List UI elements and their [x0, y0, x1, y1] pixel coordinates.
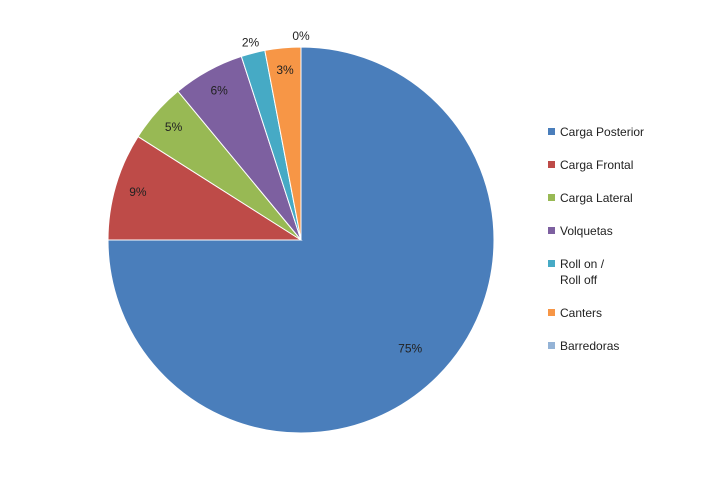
legend-swatch: [548, 161, 555, 168]
data-label: 3%: [276, 63, 294, 77]
pie-slice: [107, 46, 495, 434]
legend-swatch: [548, 260, 555, 267]
legend-swatch: [548, 194, 555, 201]
legend-label: Volquetas: [560, 224, 613, 238]
legend: Carga Posterior Carga Frontal Carga Latera…: [548, 124, 644, 354]
legend-swatch: [548, 309, 555, 316]
legend-swatch: [548, 128, 555, 135]
legend-label: Roll on / Roll off: [560, 257, 605, 287]
data-label: 6%: [211, 83, 229, 97]
data-label: 9%: [129, 185, 147, 199]
legend-swatch: [548, 227, 555, 234]
data-label: 0%: [292, 29, 310, 43]
data-label: 2%: [242, 36, 260, 50]
legend-label: Carga Lateral: [560, 191, 633, 205]
legend-item: Barredoras: [548, 338, 644, 354]
legend-label: Carga Frontal: [560, 158, 634, 172]
pie-slice: [107, 135, 303, 241]
legend-label: Carga Posterior: [560, 125, 645, 139]
legend-label: Canters: [560, 306, 603, 320]
legend-item: Roll on / Roll off: [548, 256, 644, 288]
legend-item: Canters: [548, 305, 644, 321]
legend-item: Carga Lateral: [548, 190, 644, 206]
legend-label: Barredoras: [560, 339, 620, 353]
legend-item: Volquetas: [548, 223, 644, 239]
legend-item: Carga Frontal: [548, 157, 644, 173]
data-label: 5%: [165, 120, 183, 134]
legend-item: Carga Posterior: [548, 124, 644, 140]
legend-swatch: [548, 342, 555, 349]
data-label: 75%: [398, 341, 422, 355]
